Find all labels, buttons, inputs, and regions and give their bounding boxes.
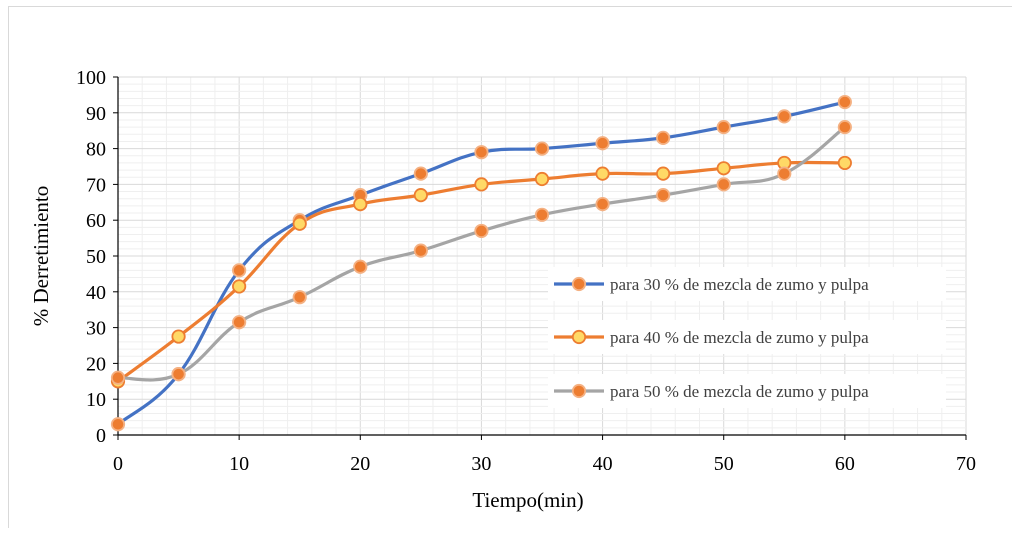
- y-tick-label: 30: [86, 318, 106, 340]
- data-point-series-3: [413, 243, 428, 258]
- data-point-series-2: [232, 279, 247, 294]
- data-point-series-3: [353, 259, 368, 274]
- data-point-series-2: [292, 216, 307, 231]
- data-point-series-1: [232, 263, 247, 278]
- legend-background: [548, 267, 946, 301]
- y-tick-label: 50: [86, 246, 106, 268]
- data-point-series-3: [656, 188, 671, 203]
- legend-background: [548, 320, 946, 354]
- data-point-series-1: [110, 417, 126, 432]
- data-point-series-2: [595, 166, 610, 181]
- data-point-series-2: [353, 196, 368, 212]
- data-point-series-2: [534, 171, 550, 187]
- y-axis-title: % Derretimiento: [29, 186, 53, 327]
- y-tick-label: 60: [86, 210, 106, 232]
- x-tick-label: 70: [956, 453, 976, 475]
- data-point-series-3: [777, 166, 792, 181]
- x-tick-label: 20: [350, 453, 370, 475]
- data-point-series-3: [474, 223, 489, 239]
- data-point-series-1: [777, 109, 792, 124]
- data-point-series-2: [413, 188, 428, 203]
- data-point-series-3: [837, 120, 852, 135]
- data-point-series-1: [656, 130, 671, 145]
- data-point-series-3: [595, 196, 610, 212]
- legend-swatch-marker-3: [571, 383, 587, 399]
- data-point-series-2: [716, 161, 731, 176]
- tick-labels: 0 10 20 30 40 50 60 70 0 10 20 30 40 50 60 70 80 90 100: [76, 67, 976, 475]
- y-tick-label: 20: [86, 353, 106, 375]
- legend-label-1: para 30 % de mezcla de zumo y pulpa: [610, 275, 869, 294]
- x-tick-label: 50: [714, 453, 734, 475]
- legend-background: [548, 374, 946, 408]
- y-tick-label: 70: [86, 174, 106, 196]
- data-point-series-3: [292, 290, 307, 305]
- x-tick-label: 10: [229, 453, 249, 475]
- legend: para 30 % de mezcla de zumo y pulpa para …: [548, 267, 946, 408]
- series-markers: [110, 94, 852, 432]
- chart-frame: [8, 6, 1012, 528]
- data-point-series-2: [474, 177, 489, 192]
- data-point-series-1: [413, 166, 428, 181]
- legend-label-2: para 40 % de mezcla de zumo y pulpa: [610, 328, 869, 347]
- y-tick-label: 10: [86, 389, 106, 411]
- y-tick-label: 100: [76, 67, 106, 89]
- data-point-series-1: [474, 145, 489, 160]
- data-point-series-3: [110, 370, 126, 385]
- data-point-series-3: [232, 315, 247, 330]
- data-point-series-3: [716, 177, 731, 192]
- legend-swatch-marker-2: [571, 329, 587, 345]
- legend-label-3: para 50 % de mezcla de zumo y pulpa: [610, 382, 869, 401]
- data-point-series-1: [534, 141, 550, 156]
- x-tick-label: 60: [835, 453, 855, 475]
- y-tick-label: 0: [96, 425, 106, 447]
- data-point-series-2: [656, 166, 671, 181]
- data-point-series-3: [534, 207, 550, 222]
- x-axis-title: Tiempo(min): [472, 488, 583, 512]
- y-tick-label: 80: [86, 139, 106, 161]
- x-tick-label: 0: [113, 453, 123, 475]
- data-point-series-1: [716, 120, 731, 135]
- data-point-series-3: [171, 367, 186, 382]
- legend-swatch-marker-1: [571, 276, 587, 292]
- data-point-series-1: [595, 136, 610, 151]
- x-tick-label: 40: [593, 453, 613, 475]
- x-tick-label: 30: [471, 453, 491, 475]
- data-point-series-1: [837, 94, 852, 110]
- data-point-series-2: [837, 155, 852, 171]
- data-point-series-2: [171, 329, 186, 344]
- y-tick-label: 90: [86, 103, 106, 125]
- y-tick-label: 40: [86, 282, 106, 304]
